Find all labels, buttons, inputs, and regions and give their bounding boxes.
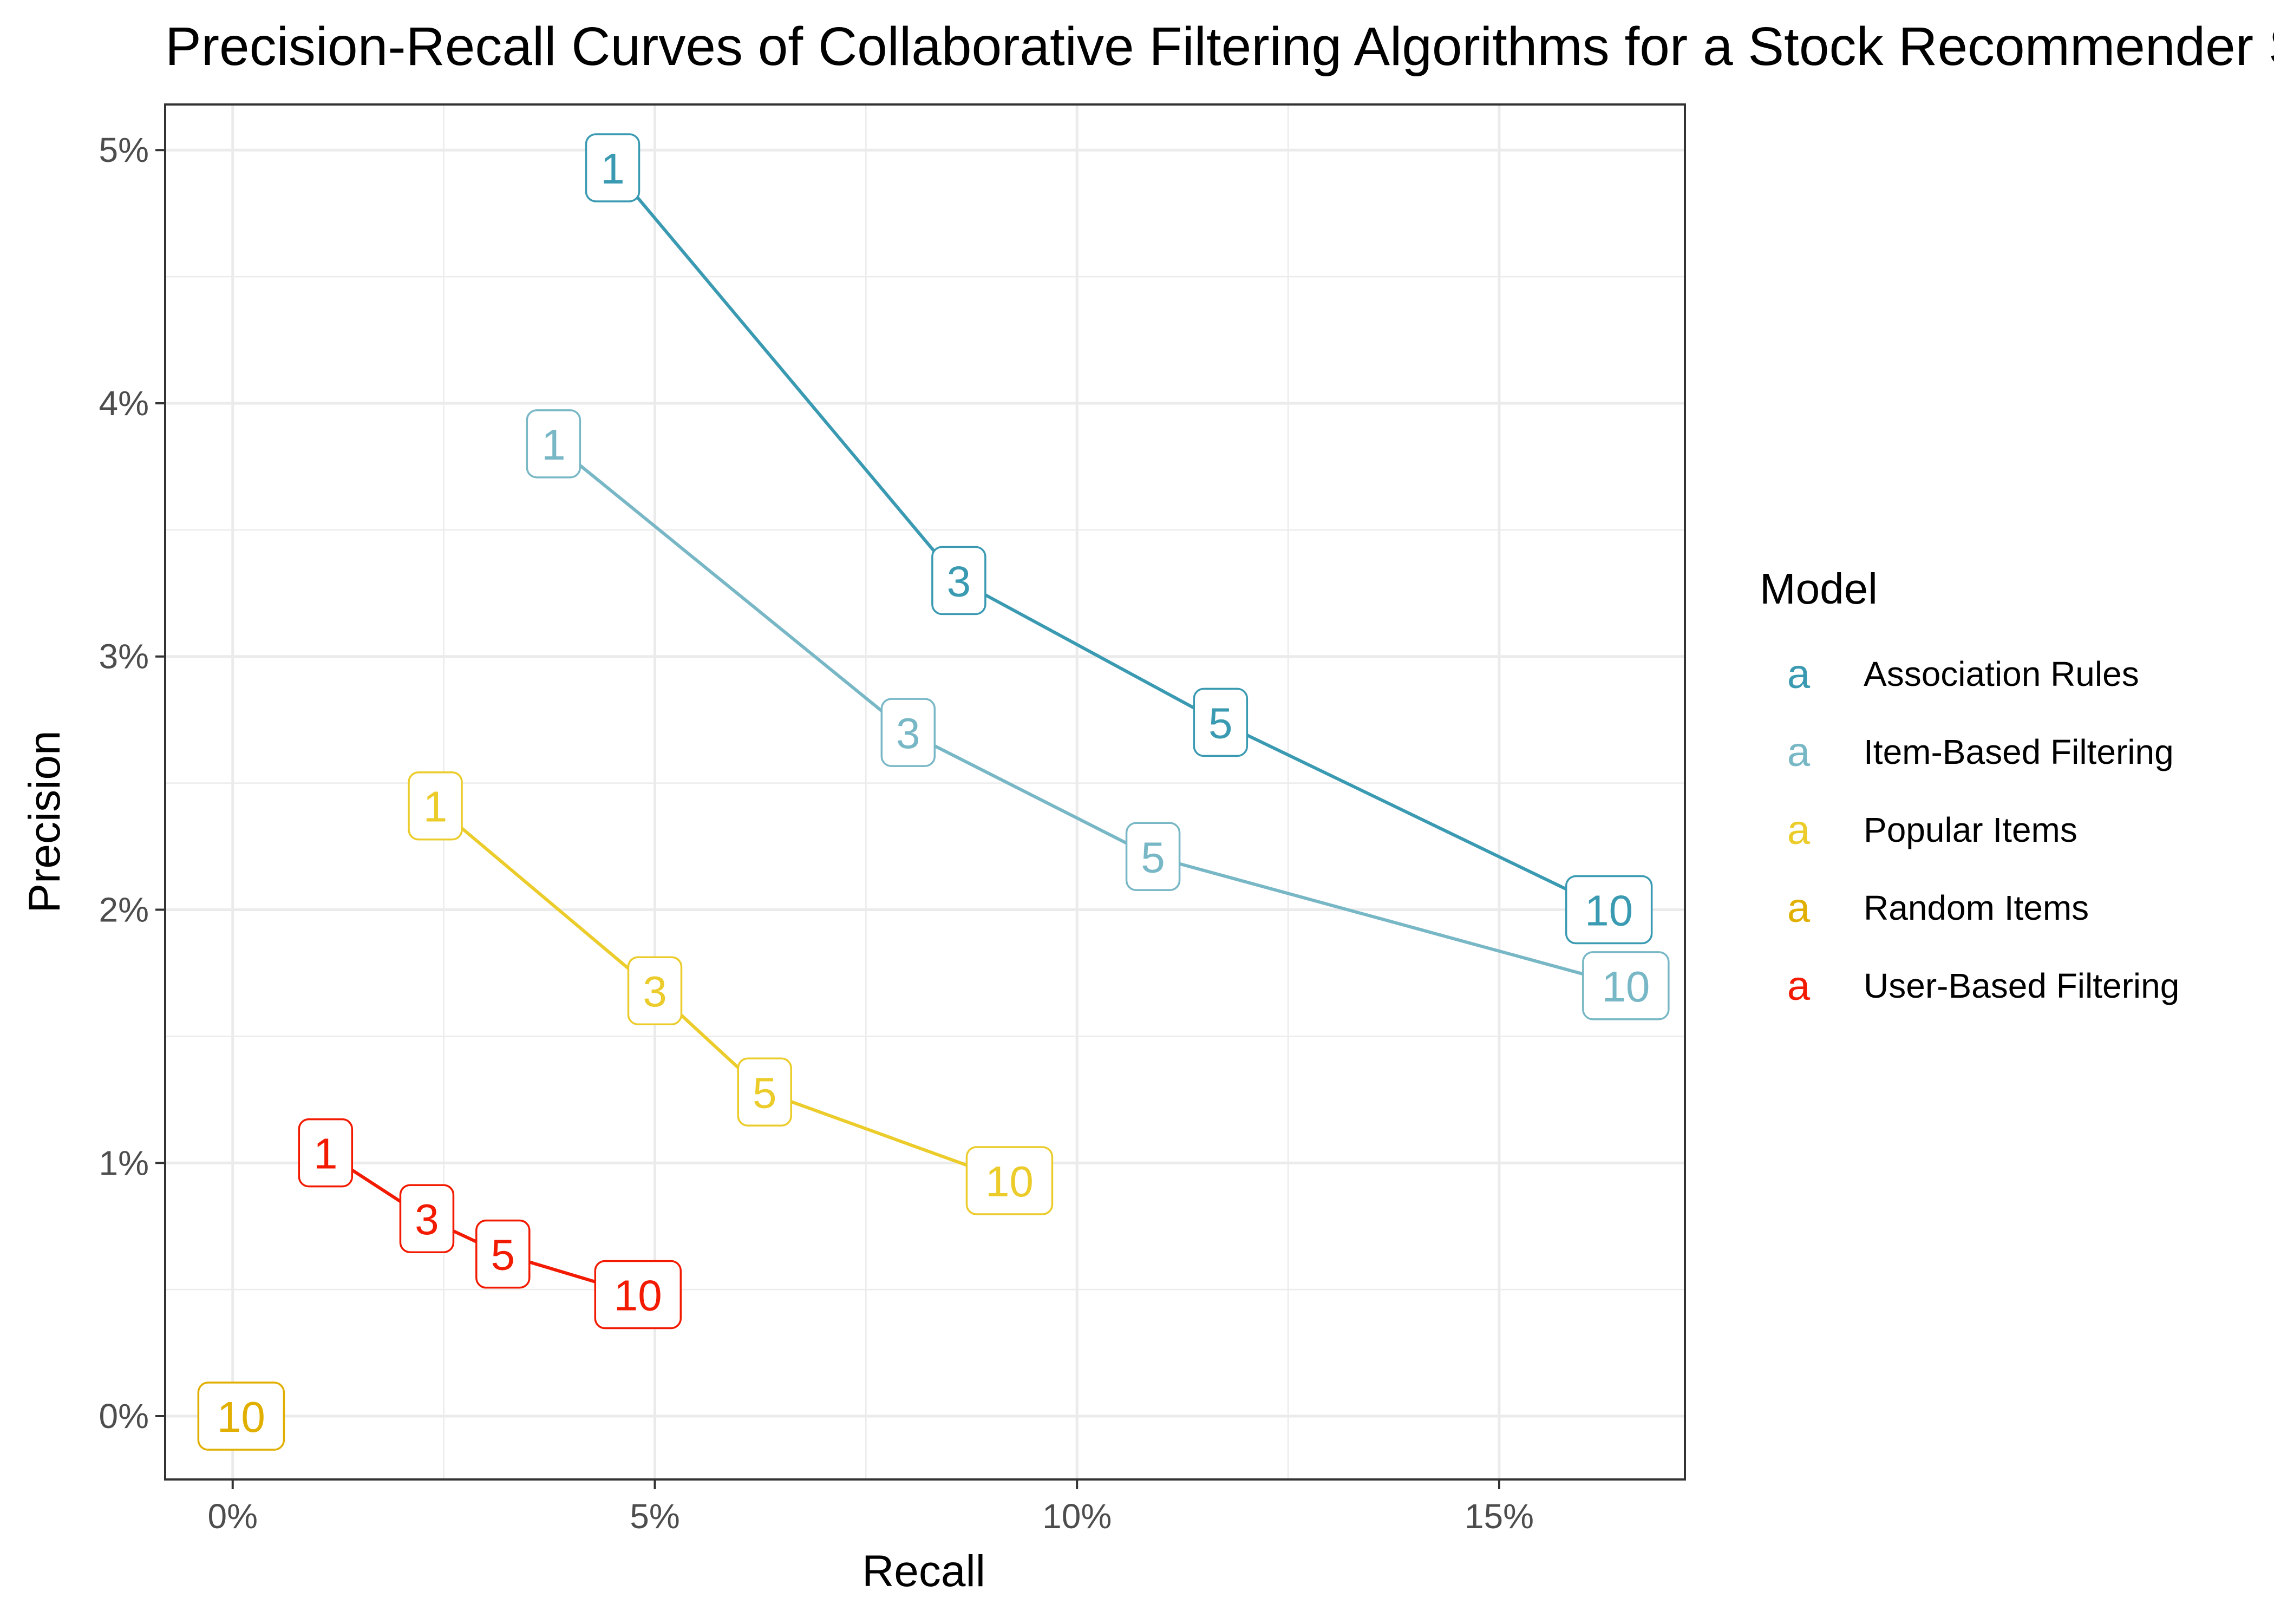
point-label-box (627, 956, 683, 1025)
legend-key-glyph: a (1787, 651, 1811, 697)
point-label: 1 (423, 783, 448, 831)
x-tick-label: 5% (630, 1497, 680, 1536)
point-label-box (408, 771, 463, 841)
point-label: 10 (1602, 962, 1650, 1011)
point-label: 5 (1141, 833, 1165, 881)
legend-label: Popular Items (1864, 810, 2077, 849)
point-label: 1 (313, 1130, 338, 1178)
point-label-box (1193, 687, 1249, 757)
legend-label: Association Rules (1864, 654, 2139, 693)
point-label-box (594, 1260, 682, 1330)
legend-key-glyph: a (1787, 807, 1811, 853)
y-tick-label: 2% (99, 890, 149, 929)
point-label-box (197, 1381, 285, 1451)
y-tick-label: 0% (99, 1397, 149, 1436)
point-label: 3 (947, 557, 971, 605)
point-label-box (737, 1057, 792, 1127)
y-axis-ticks: 0% 1% 2% 3% 4% 5% (99, 130, 165, 1436)
legend-label: Item-Based Filtering (1864, 732, 2174, 771)
x-axis-ticks: 0% 5% 10% 15% (208, 1479, 1534, 1536)
point-labels: 1 3 5 10 1 3 5 10 1 3 5 10 10 1 3 5 10 (197, 133, 1670, 1451)
y-tick-label: 1% (99, 1143, 149, 1182)
point-label: 1 (541, 421, 566, 469)
series-line (611, 167, 1610, 912)
point-label-box (475, 1219, 531, 1289)
grid-major (165, 104, 1685, 1479)
point-label: 3 (643, 967, 667, 1016)
plot-panel (165, 104, 1685, 1479)
point-label-box (526, 409, 581, 479)
point-label: 10 (217, 1393, 265, 1441)
legend-key-glyph: a (1787, 885, 1811, 931)
point-label: 10 (614, 1272, 662, 1320)
plot-frame (164, 103, 1686, 1481)
series-line (552, 442, 1626, 987)
y-tick-label: 4% (99, 384, 149, 423)
y-tick-label: 3% (99, 637, 149, 676)
series-lines (324, 167, 1626, 1296)
y-tick-label: 5% (99, 130, 149, 169)
series-line (434, 804, 1010, 1182)
point-label: 3 (896, 709, 920, 757)
legend-items: a Association Rules a Item-Based Filtering a… (1787, 651, 2179, 1009)
x-tick-label: 0% (208, 1497, 258, 1536)
point-label-box (1125, 822, 1181, 892)
plot-border (164, 103, 1686, 1481)
x-tick-label: 15% (1465, 1497, 1534, 1536)
point-label-box (585, 133, 641, 202)
legend-title: Model (1760, 565, 1878, 613)
point-label-box (399, 1184, 455, 1253)
legend: Model a Association Rules a Item-Based Filt… (1760, 565, 2179, 1009)
legend-label: Random Items (1864, 888, 2089, 927)
point-label: 5 (1208, 699, 1233, 747)
x-tick-label: 10% (1042, 1497, 1112, 1536)
chart-title: Precision-Recall Curves of Collaborative… (165, 16, 2274, 77)
legend-key-glyph: a (1787, 729, 1811, 775)
point-label-box (298, 1118, 354, 1188)
point-label-box (1582, 951, 1670, 1020)
legend-key-glyph: a (1787, 963, 1811, 1009)
y-axis-title: Precision (20, 730, 69, 913)
x-axis-title: Recall (862, 1547, 985, 1596)
plot-background (165, 104, 1685, 1479)
legend-label: User-Based Filtering (1864, 966, 2179, 1005)
series-line (324, 1151, 639, 1296)
point-label: 3 (415, 1195, 439, 1243)
point-label: 10 (1585, 887, 1633, 935)
point-label: 5 (491, 1231, 515, 1279)
point-label: 1 (600, 145, 625, 193)
point-label-box (880, 698, 936, 767)
point-label: 5 (753, 1069, 777, 1117)
point-label-box (965, 1146, 1054, 1215)
point-label-box (931, 546, 986, 615)
point-label: 10 (985, 1157, 1034, 1206)
point-label-box (1565, 875, 1653, 945)
